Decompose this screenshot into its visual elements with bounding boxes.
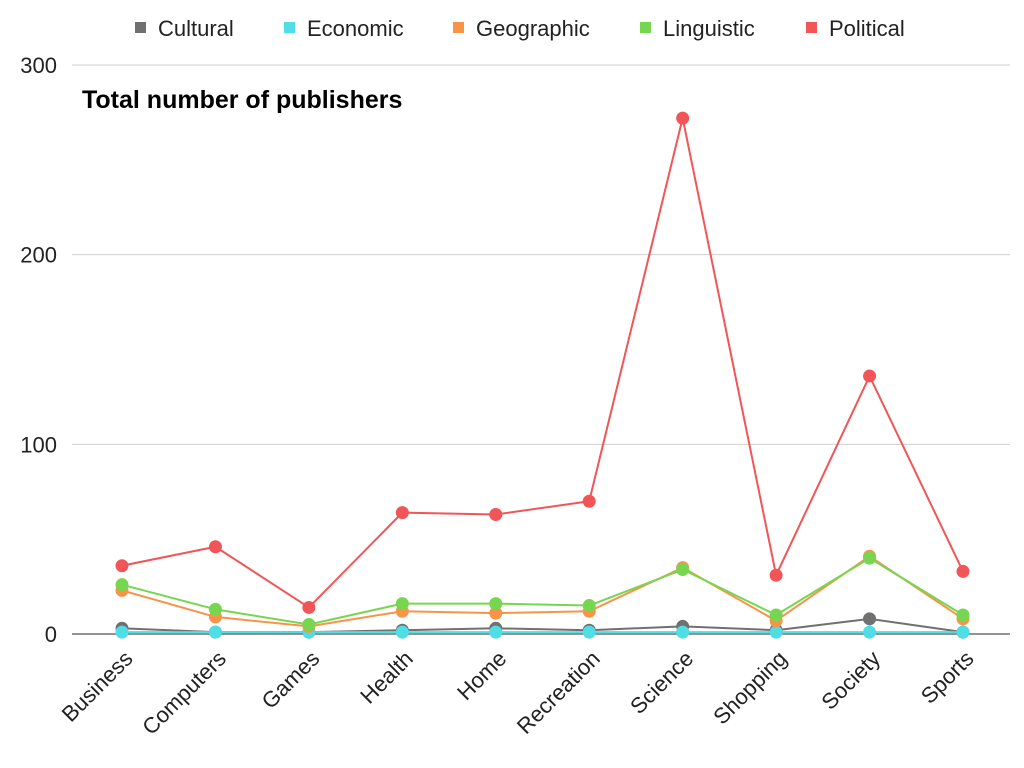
data-point-economic (208, 625, 222, 639)
x-tick-label: Society (816, 646, 885, 715)
data-point-political (302, 600, 316, 614)
data-point-political (769, 568, 783, 582)
data-point-political (956, 564, 970, 578)
data-point-political (395, 506, 409, 520)
legend-swatch-geographic (453, 22, 464, 33)
x-tick-label: Home (452, 646, 511, 705)
legend-swatch-linguistic (640, 22, 651, 33)
legend-label-geographic: Geographic (476, 16, 590, 41)
x-tick-label: Sports (916, 646, 979, 709)
data-point-economic (395, 625, 409, 639)
data-point-cultural (863, 612, 877, 626)
data-point-political (863, 369, 877, 383)
x-tick-label: Shopping (708, 646, 791, 729)
x-tick-label: Recreation (512, 646, 605, 739)
data-point-economic (676, 625, 690, 639)
data-point-linguistic (582, 599, 596, 613)
chart-title: Total number of publishers (82, 86, 402, 114)
data-point-geographic (489, 606, 503, 620)
data-point-political (676, 111, 690, 125)
x-tick-label: Health (355, 646, 418, 709)
data-point-linguistic (115, 578, 129, 592)
data-point-economic (769, 625, 783, 639)
series-line-geographic (121, 555, 964, 628)
data-point-linguistic (956, 608, 970, 622)
data-point-linguistic (863, 551, 877, 565)
x-tick-label: Science (625, 646, 698, 719)
data-point-economic (582, 625, 596, 639)
legend-label-linguistic: Linguistic (663, 16, 755, 41)
x-tick-label: Games (257, 646, 325, 714)
data-point-political (582, 494, 596, 508)
x-tick-label: Computers (137, 646, 231, 740)
data-point-linguistic (489, 597, 503, 611)
data-point-political (489, 508, 503, 522)
data-point-economic (956, 625, 970, 639)
data-point-economic (863, 625, 877, 639)
legend-label-political: Political (829, 16, 905, 41)
data-point-economic (115, 625, 129, 639)
x-axis: Business Computers Games Health Home Recreati… (57, 633, 1010, 740)
x-tick-label: Business (57, 646, 138, 727)
series-line-linguistic (121, 557, 964, 626)
series-points (115, 111, 970, 639)
grid (72, 64, 1010, 445)
legend-label-economic: Economic (307, 16, 404, 41)
legend-swatch-economic (284, 22, 295, 33)
data-point-political (208, 540, 222, 554)
data-point-linguistic (769, 608, 783, 622)
data-point-political (115, 559, 129, 573)
legend: Cultural Economic Geographic Linguistic Poli… (135, 16, 905, 41)
y-tick-label: 100 (20, 432, 57, 457)
y-axis: 0 100 200 300 (20, 53, 57, 647)
series-line-political (121, 117, 964, 609)
legend-label-cultural: Cultural (158, 16, 234, 41)
data-point-linguistic (395, 597, 409, 611)
y-tick-label: 0 (45, 622, 57, 647)
y-tick-label: 200 (20, 243, 57, 268)
data-point-linguistic (676, 563, 690, 577)
data-point-linguistic (208, 602, 222, 616)
data-point-linguistic (302, 618, 316, 632)
legend-swatch-political (806, 22, 817, 33)
series-lines (121, 117, 964, 634)
y-tick-label: 300 (20, 53, 57, 78)
data-point-economic (489, 625, 503, 639)
legend-swatch-cultural (135, 22, 146, 33)
